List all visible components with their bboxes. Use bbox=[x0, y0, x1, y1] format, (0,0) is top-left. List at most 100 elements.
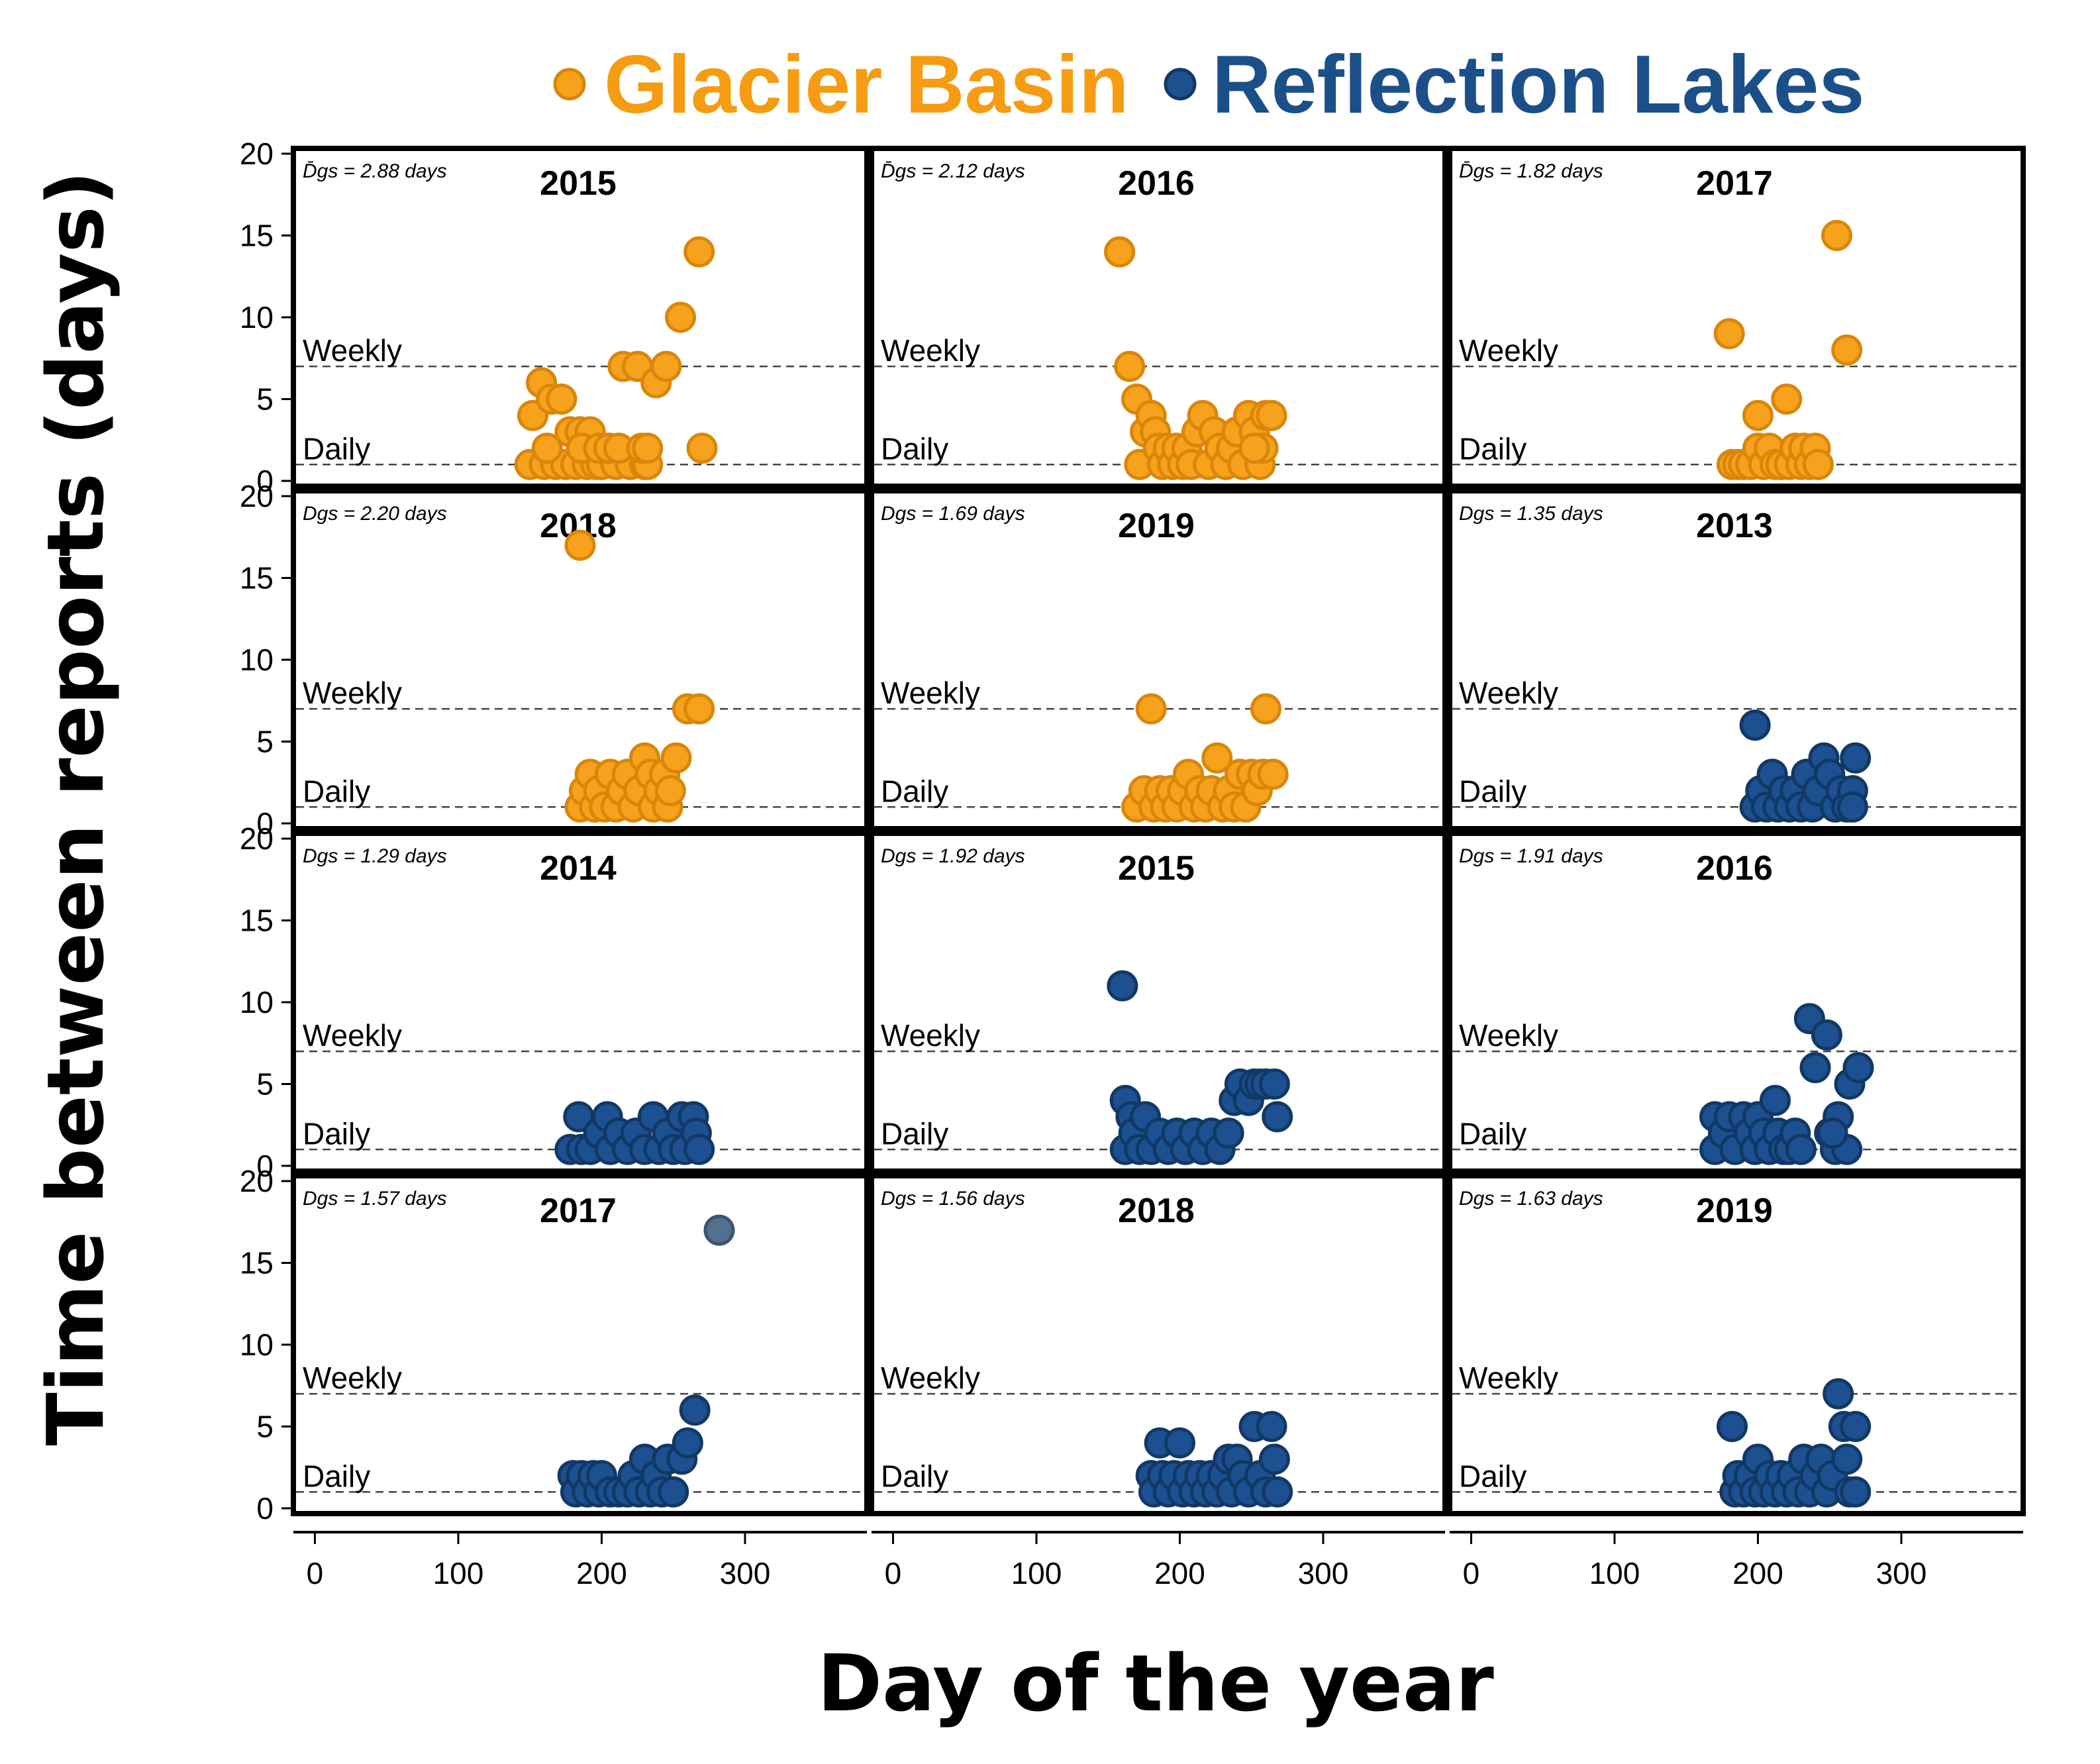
y-tick-label: 5 bbox=[256, 725, 274, 759]
weekly-label: Weekly bbox=[303, 1018, 402, 1053]
data-point bbox=[1840, 742, 1872, 774]
x-tick-label: 200 bbox=[576, 1556, 627, 1590]
x-axes: 0 100 200 300 0 100 200 300 0 100 200 300 bbox=[293, 1531, 2023, 1590]
data-point bbox=[1257, 758, 1289, 790]
data-point bbox=[683, 236, 715, 268]
data-point bbox=[1823, 1378, 1854, 1410]
data-point bbox=[1213, 1117, 1244, 1149]
data-point bbox=[1831, 1443, 1863, 1475]
data-point bbox=[546, 384, 577, 415]
data-point bbox=[672, 1427, 703, 1459]
panel-reflection-lakes-2016: Weekly Daily 2016 Dgs = 1.91 days bbox=[1447, 831, 2026, 1174]
panel-year-label: 2018 bbox=[1118, 1192, 1195, 1230]
weekly-label: Weekly bbox=[303, 676, 402, 710]
daily-label: Daily bbox=[881, 1116, 948, 1151]
mean-interval-label: Dgs = 1.92 days bbox=[881, 845, 1025, 867]
data-point bbox=[632, 433, 664, 464]
data-point bbox=[1107, 970, 1138, 1002]
data-point-outlier bbox=[703, 1214, 735, 1246]
daily-label: Daily bbox=[303, 1116, 370, 1151]
daily-label: Daily bbox=[303, 774, 370, 808]
data-point bbox=[1836, 791, 1868, 823]
panel-year-label: 2017 bbox=[540, 1192, 617, 1230]
x-tick-label: 100 bbox=[433, 1556, 484, 1590]
daily-label: Daily bbox=[303, 431, 370, 466]
data-point bbox=[679, 1394, 711, 1426]
legend-marker-reflection-lakes bbox=[1164, 68, 1197, 101]
data-point bbox=[1811, 1019, 1842, 1051]
mean-interval-label: Dgs = 1.35 days bbox=[1459, 503, 1603, 525]
data-point bbox=[1262, 1476, 1293, 1508]
panel-year-label: 2019 bbox=[1696, 1192, 1773, 1230]
mean-interval-label: D̄gs = 2.12 days bbox=[881, 160, 1025, 182]
data-point bbox=[1742, 399, 1774, 431]
panel-reflection-lakes-2017: Weekly Daily 2017 Dgs = 1.57 days bbox=[291, 1173, 870, 1516]
y-axis-row-4: 0 5 10 15 20 bbox=[240, 1164, 293, 1526]
panel-year-label: 2016 bbox=[1696, 849, 1773, 888]
panel-year-label: 2019 bbox=[1118, 507, 1195, 545]
weekly-label: Weekly bbox=[881, 676, 980, 710]
y-tick-label: 20 bbox=[240, 1164, 274, 1198]
y-tick-label: 20 bbox=[240, 136, 274, 171]
daily-label: Daily bbox=[881, 1459, 948, 1493]
data-point bbox=[1164, 1427, 1195, 1459]
x-axis-col-3: 0 100 200 300 bbox=[1450, 1531, 2023, 1590]
weekly-label: Weekly bbox=[1459, 1018, 1558, 1053]
y-tick-label: 15 bbox=[240, 1246, 274, 1280]
x-axis-col-2: 0 100 200 300 bbox=[872, 1531, 1445, 1590]
x-tick-label: 300 bbox=[720, 1556, 771, 1590]
legend-marker-glacier-basin bbox=[553, 68, 586, 101]
panel-frame bbox=[869, 488, 1448, 831]
data-point bbox=[1258, 1443, 1290, 1475]
x-tick-label: 100 bbox=[1011, 1556, 1062, 1590]
data-point bbox=[660, 742, 692, 774]
panel-year-label: 2017 bbox=[1696, 164, 1773, 203]
mean-interval-label: Dgs = 1.91 days bbox=[1459, 845, 1603, 867]
y-tick-label: 20 bbox=[240, 479, 274, 513]
mean-interval-label: Dgs = 1.69 days bbox=[881, 503, 1025, 525]
daily-label: Daily bbox=[881, 431, 948, 466]
daily-label: Daily bbox=[303, 1459, 370, 1493]
data-point bbox=[686, 433, 718, 464]
data-point bbox=[1717, 1411, 1748, 1442]
data-point bbox=[1104, 236, 1136, 268]
daily-label: Daily bbox=[881, 774, 948, 808]
data-point bbox=[1821, 220, 1853, 251]
data-point bbox=[1135, 693, 1167, 725]
data-point bbox=[531, 433, 563, 464]
data-point bbox=[1238, 433, 1270, 464]
y-tick-label: 5 bbox=[256, 1067, 274, 1102]
panel-year-label: 2013 bbox=[1696, 507, 1773, 545]
data-point bbox=[665, 301, 697, 333]
y-tick-label: 10 bbox=[240, 300, 274, 335]
data-point bbox=[1114, 350, 1146, 382]
mean-interval-label: Dgs = 1.63 days bbox=[1459, 1188, 1603, 1210]
data-point bbox=[1840, 1411, 1872, 1442]
x-tick-label: 300 bbox=[1298, 1556, 1349, 1590]
mean-interval-label: Dgs = 1.29 days bbox=[303, 845, 447, 867]
x-tick-label: 200 bbox=[1154, 1556, 1205, 1590]
y-axis-row-2: 0 5 10 15 20 bbox=[240, 479, 293, 841]
y-tick-label: 10 bbox=[240, 985, 274, 1019]
panel-glacier-basin-2016: Weekly Daily 2016 D̄gs = 2.12 days bbox=[869, 146, 1448, 489]
data-point bbox=[1256, 399, 1287, 431]
y-tick-label: 15 bbox=[240, 904, 274, 938]
data-point bbox=[683, 1133, 715, 1165]
data-point bbox=[658, 1476, 689, 1508]
legend-label-glacier-basin: Glacier Basin bbox=[604, 39, 1129, 130]
y-tick-label: 5 bbox=[256, 382, 274, 417]
data-point bbox=[1713, 318, 1745, 350]
y-tick-label: 10 bbox=[240, 1327, 274, 1362]
y-tick-label: 0 bbox=[256, 1491, 274, 1526]
y-tick-label: 0 bbox=[256, 464, 274, 498]
panel-frame bbox=[869, 146, 1448, 489]
data-point bbox=[1802, 448, 1834, 480]
panel-glacier-basin-2019: Weekly Daily 2019 Dgs = 1.69 days bbox=[869, 488, 1448, 831]
mean-interval-label: Dgs = 2.20 days bbox=[303, 503, 447, 525]
weekly-label: Weekly bbox=[1459, 676, 1558, 710]
panel-reflection-lakes-2015: Weekly Daily 2015 Dgs = 1.92 days bbox=[869, 831, 1448, 1174]
x-tick-label: 0 bbox=[307, 1556, 324, 1590]
